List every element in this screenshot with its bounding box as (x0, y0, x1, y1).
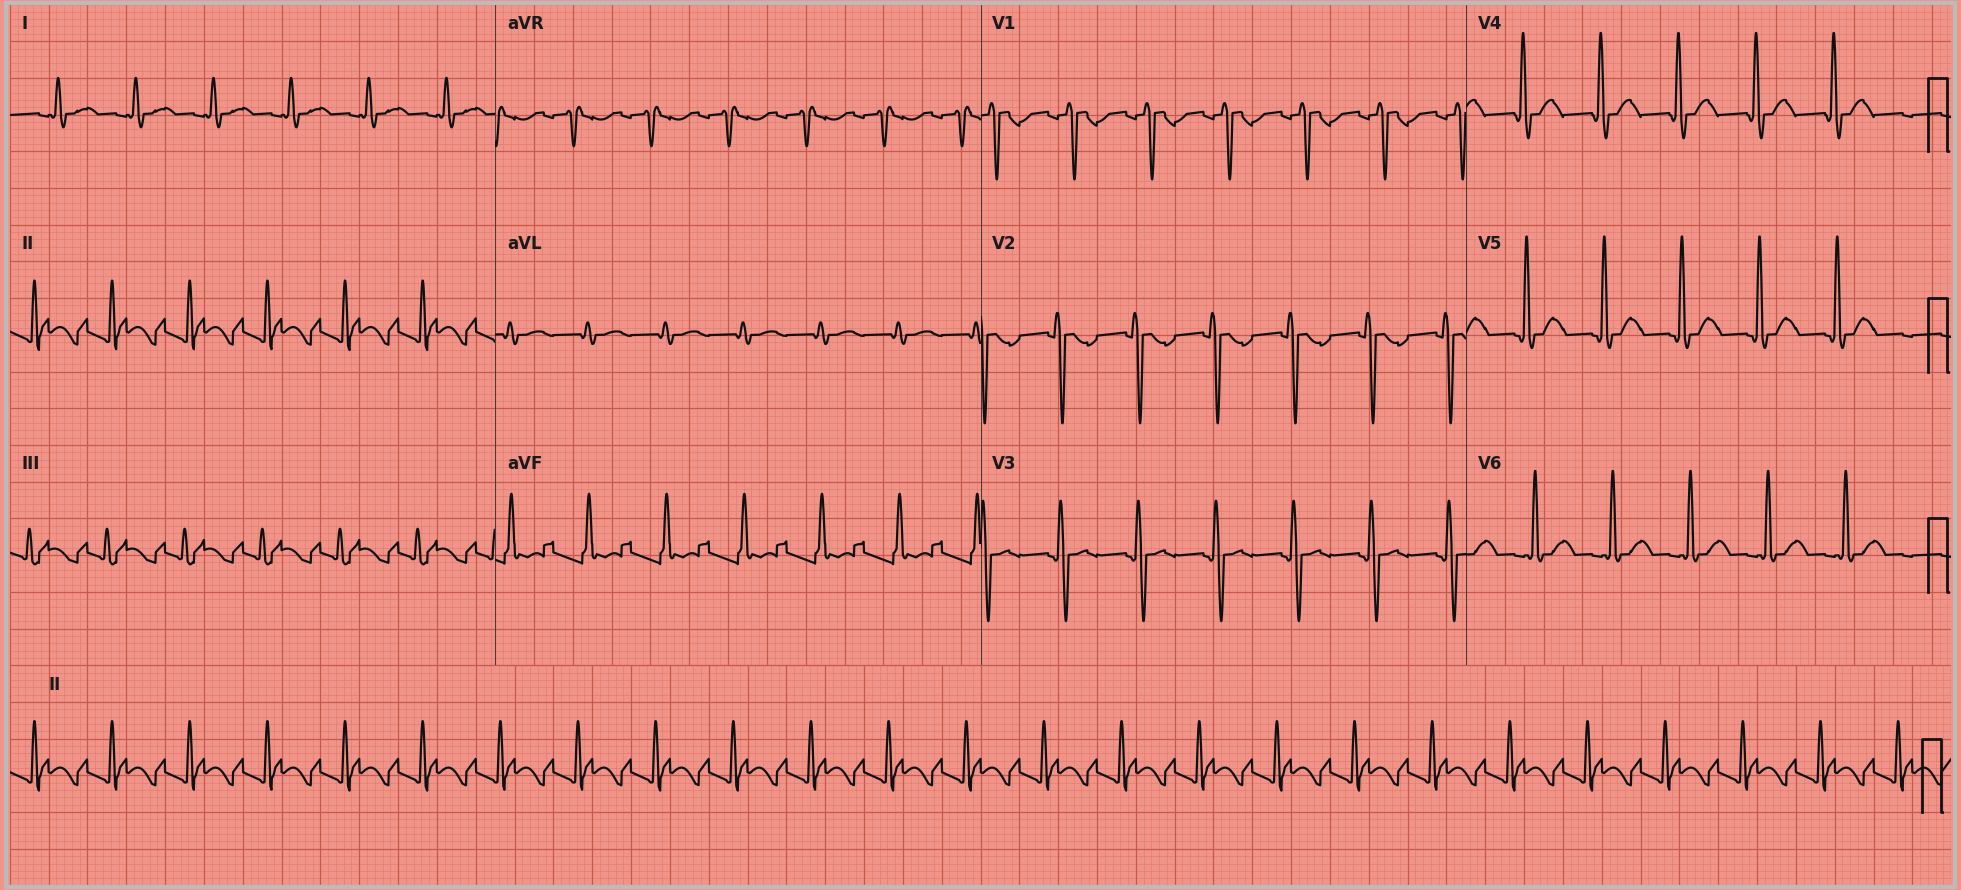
Text: I: I (22, 14, 27, 33)
Text: V5: V5 (1477, 235, 1502, 253)
Text: aVR: aVR (506, 14, 543, 33)
Text: aVF: aVF (506, 455, 541, 473)
Text: III: III (22, 455, 39, 473)
Text: V4: V4 (1477, 14, 1502, 33)
Text: II: II (49, 676, 61, 693)
Text: II: II (22, 235, 33, 253)
Text: V1: V1 (992, 14, 1016, 33)
Text: V6: V6 (1477, 455, 1502, 473)
Text: aVL: aVL (506, 235, 541, 253)
Text: V2: V2 (992, 235, 1016, 253)
Text: V3: V3 (992, 455, 1016, 473)
